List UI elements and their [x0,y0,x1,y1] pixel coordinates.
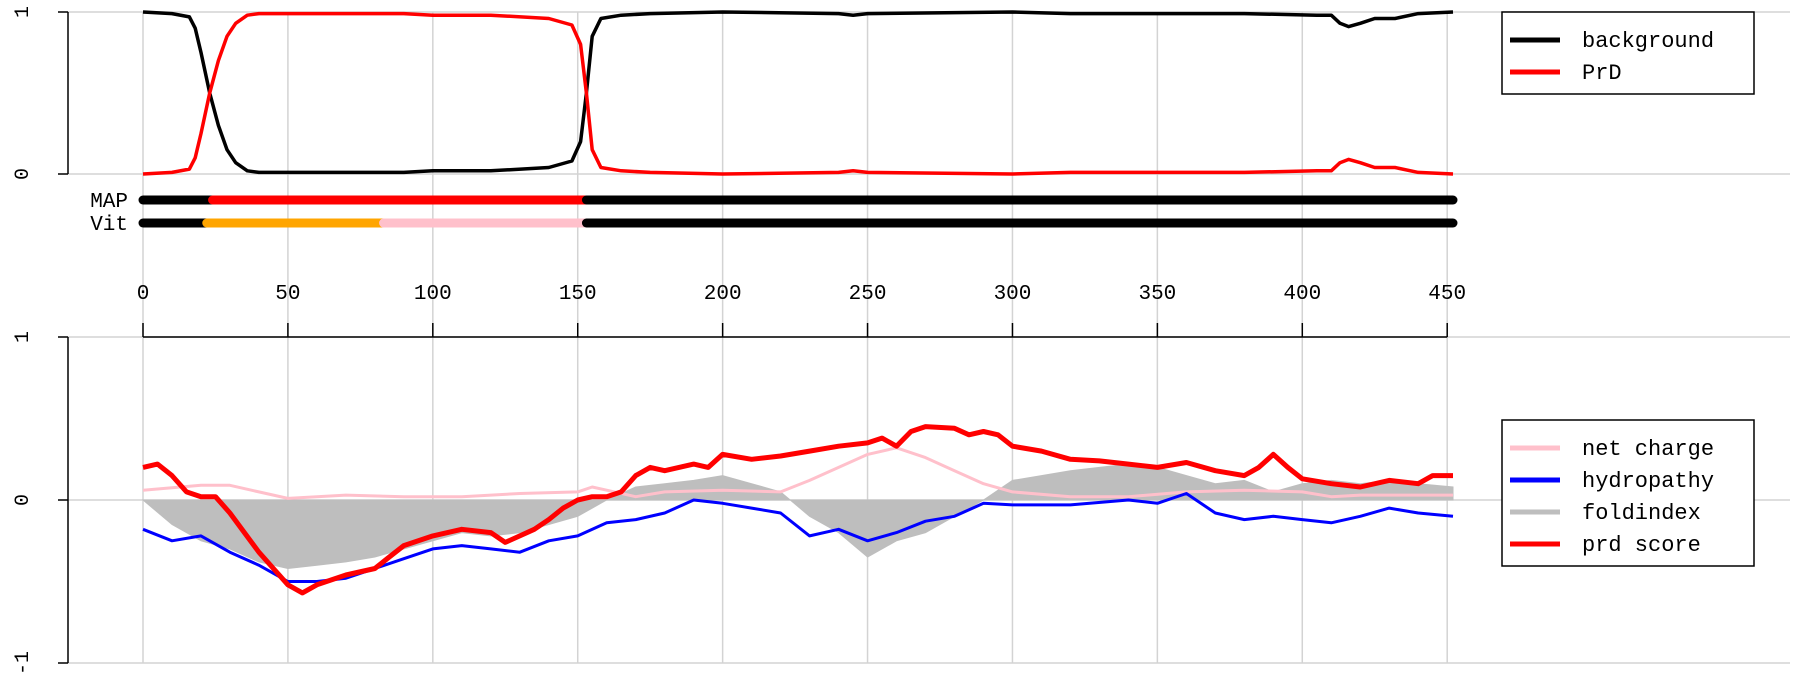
bottom-y-tick-label-0: -1 [12,651,35,675]
bottom-series-area-foldindex [141,463,1454,570]
x-tick-label-0: 0 [137,283,150,306]
bottom-series-line-prd-score [142,424,1453,596]
top-y-tick-label-1: 1 [12,6,35,18]
bottom-legend-label-prd-score: prd score [1582,533,1701,558]
track-label-map: MAP [90,191,128,214]
bottom-series-line-net-charge [142,446,1453,500]
x-tick-label-5: 250 [849,283,887,306]
top-legend-box [1501,11,1755,95]
x-tick-label-9: 450 [1428,283,1466,306]
x-tick-label-4: 200 [704,283,742,306]
top-legend-label-background: background [1582,29,1714,54]
top-legend-label-prd: PrD [1582,61,1622,86]
bottom-legend-label-hydropathy: hydropathy [1582,469,1714,494]
x-tick-label-3: 150 [559,283,597,306]
top-y-tick-label-0: 0 [12,168,35,180]
x-tick-label-2: 100 [414,283,452,306]
bottom-y-tick-label-2: 1 [12,331,35,343]
bottom-legend-label-net-charge: net charge [1582,437,1714,462]
legend-layer: background PrD net charge hydropathy foldind… [1501,11,1755,567]
x-tick-label-6: 300 [994,283,1032,306]
top-series-line-prd [142,11,1454,176]
fill-layer [141,463,1454,570]
bottom-legend-label-foldindex: foldindex [1582,501,1701,526]
bottom-series-line-hydropathy [142,492,1454,583]
top-series-line-background [142,10,1454,175]
x-tick-label-7: 350 [1138,283,1176,306]
track-label-vit: Vit [90,214,128,237]
axis-layer: 0 1 -1 0 1 0 50 100 150 200 250 300 350 400 450 [12,6,1466,675]
x-tick-label-8: 400 [1283,283,1321,306]
x-tick-label-1: 50 [275,283,300,306]
series-layer [142,10,1454,596]
bottom-y-tick-label-1: 0 [12,494,35,506]
